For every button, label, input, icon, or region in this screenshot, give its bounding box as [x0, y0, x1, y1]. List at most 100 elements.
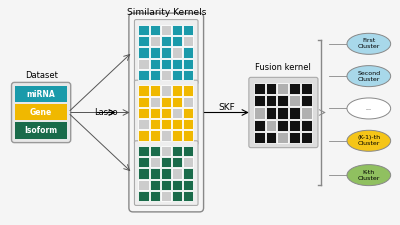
Bar: [278, 132, 288, 143]
Bar: [138, 36, 148, 46]
Bar: [138, 180, 148, 190]
Bar: [150, 58, 160, 69]
Bar: [150, 85, 160, 96]
Ellipse shape: [347, 98, 391, 119]
Bar: [301, 83, 312, 94]
Bar: [150, 191, 160, 201]
Bar: [301, 108, 312, 119]
Bar: [150, 97, 160, 107]
Bar: [138, 70, 148, 80]
Bar: [266, 83, 276, 94]
Bar: [161, 157, 171, 167]
Text: miRNA: miRNA: [27, 90, 56, 99]
Bar: [266, 132, 276, 143]
Bar: [301, 119, 312, 131]
Bar: [183, 169, 193, 179]
Bar: [266, 119, 276, 131]
Text: (K-1)-th
Cluster: (K-1)-th Cluster: [357, 135, 380, 146]
Bar: [161, 85, 171, 96]
Bar: [172, 146, 182, 156]
Bar: [161, 169, 171, 179]
Bar: [183, 157, 193, 167]
FancyBboxPatch shape: [134, 20, 198, 84]
Bar: [289, 95, 300, 106]
Bar: [161, 146, 171, 156]
Bar: [183, 119, 193, 129]
Bar: [150, 70, 160, 80]
Bar: [150, 130, 160, 141]
Text: K-th
Cluster: K-th Cluster: [358, 170, 380, 180]
Bar: [161, 25, 171, 35]
Bar: [172, 130, 182, 141]
Bar: [278, 119, 288, 131]
Bar: [172, 70, 182, 80]
Bar: [289, 119, 300, 131]
Bar: [138, 58, 148, 69]
Bar: [161, 108, 171, 118]
Bar: [254, 119, 264, 131]
Bar: [161, 97, 171, 107]
Bar: [138, 146, 148, 156]
Bar: [301, 132, 312, 143]
Text: Fusion kernel: Fusion kernel: [256, 63, 311, 72]
Bar: [172, 119, 182, 129]
FancyBboxPatch shape: [12, 82, 71, 143]
Bar: [161, 47, 171, 58]
Bar: [172, 58, 182, 69]
Bar: [161, 119, 171, 129]
Bar: [172, 108, 182, 118]
Bar: [289, 108, 300, 119]
Bar: [254, 95, 264, 106]
FancyBboxPatch shape: [249, 77, 318, 148]
Bar: [150, 157, 160, 167]
Bar: [172, 169, 182, 179]
Bar: [183, 47, 193, 58]
Bar: [150, 47, 160, 58]
Bar: [183, 146, 193, 156]
Bar: [138, 85, 148, 96]
Bar: [183, 36, 193, 46]
Bar: [150, 119, 160, 129]
Bar: [254, 83, 264, 94]
FancyBboxPatch shape: [134, 141, 198, 205]
Bar: [278, 83, 288, 94]
Text: ...: ...: [366, 106, 372, 111]
Bar: [16, 122, 67, 139]
Bar: [172, 25, 182, 35]
Bar: [138, 97, 148, 107]
Bar: [138, 47, 148, 58]
Bar: [161, 130, 171, 141]
Bar: [161, 180, 171, 190]
Bar: [183, 180, 193, 190]
Bar: [172, 47, 182, 58]
Bar: [172, 97, 182, 107]
Bar: [16, 104, 67, 120]
Bar: [172, 180, 182, 190]
Text: First
Cluster: First Cluster: [358, 38, 380, 49]
Bar: [161, 70, 171, 80]
Bar: [172, 191, 182, 201]
Bar: [150, 169, 160, 179]
Bar: [172, 157, 182, 167]
Ellipse shape: [347, 165, 391, 186]
Bar: [138, 157, 148, 167]
Bar: [138, 25, 148, 35]
Bar: [266, 108, 276, 119]
Text: SKF: SKF: [218, 103, 235, 112]
Bar: [289, 132, 300, 143]
Bar: [183, 130, 193, 141]
Bar: [138, 130, 148, 141]
Bar: [16, 86, 67, 102]
Bar: [278, 108, 288, 119]
Bar: [183, 25, 193, 35]
Bar: [150, 25, 160, 35]
Bar: [183, 191, 193, 201]
Ellipse shape: [347, 33, 391, 54]
Text: Lasso: Lasso: [94, 108, 117, 117]
Bar: [278, 95, 288, 106]
Bar: [301, 95, 312, 106]
Bar: [161, 36, 171, 46]
Text: Similarity Kernels: Similarity Kernels: [126, 8, 206, 17]
Bar: [183, 70, 193, 80]
Bar: [150, 180, 160, 190]
